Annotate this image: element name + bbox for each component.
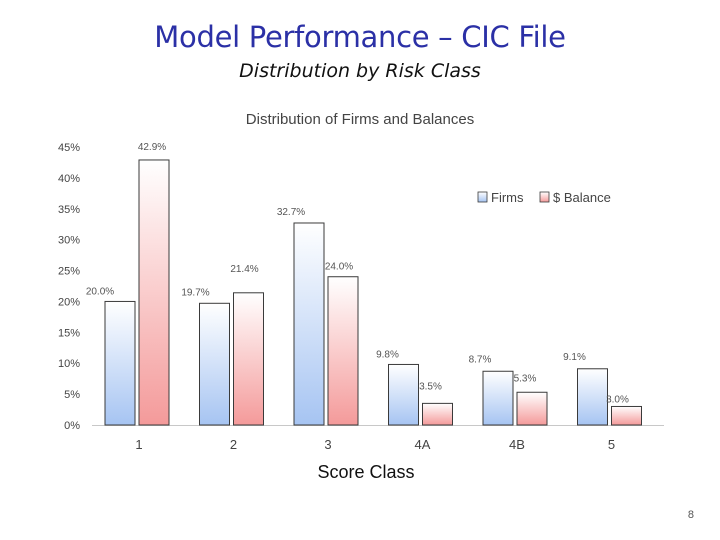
y-tick-label: 40% (58, 173, 80, 185)
bar-firms (293, 222, 325, 426)
data-label: 5.3% (514, 373, 537, 384)
data-label: 3.0% (606, 394, 629, 405)
bar-balance (516, 391, 548, 426)
legend-label: $ Balance (553, 190, 611, 205)
legend-label: Firms (491, 190, 524, 205)
data-label: 8.7% (469, 354, 492, 365)
y-tick-label: 30% (58, 235, 80, 247)
legend: Firms $ Balance (477, 190, 611, 205)
data-label: 20.0% (86, 286, 114, 297)
legend-swatch (539, 191, 550, 203)
bar-balance (611, 405, 642, 426)
page-number: 8 (687, 509, 694, 521)
x-tick-label: 5 (608, 437, 615, 452)
slide-title: Model Performance – CIC File (154, 20, 566, 54)
y-tick-label: 20% (58, 296, 80, 308)
x-tick-label: 2 (230, 437, 237, 452)
x-tick-label: 3 (324, 437, 331, 452)
x-tick-label: 4A (415, 437, 431, 452)
data-label: 42.9% (138, 142, 166, 153)
x-tick-label: 1 (135, 437, 142, 452)
bar-balance (327, 276, 359, 426)
y-tick-label: 25% (58, 266, 80, 278)
bar-balance (233, 292, 264, 426)
data-label: 19.7% (181, 287, 209, 298)
category-labels: 1 2 3 4A 4B 5 (135, 437, 615, 452)
y-tick-label: 5% (64, 389, 80, 401)
x-axis-title: Score Class (317, 462, 414, 482)
y-tick-label: 15% (58, 327, 80, 339)
y-axis: 0% 5% 10% 15% 20% 25% 30% 35% 40% 45% (58, 142, 80, 432)
data-label: 9.8% (376, 349, 399, 360)
bar-firms (104, 300, 136, 426)
y-tick-label: 10% (58, 358, 80, 370)
y-tick-label: 35% (58, 204, 80, 216)
chart-title: Distribution of Firms and Balances (246, 111, 474, 128)
data-label: 32.7% (277, 207, 305, 218)
bar-firms (199, 302, 230, 426)
bars-group: 20.0% 42.9% 19.7% 21.4% 32.7% 24.0% 9.8% 3.5% 8.… (86, 142, 642, 426)
bar-firms (388, 363, 419, 426)
y-tick-label: 45% (58, 142, 80, 154)
x-tick-label: 4B (509, 437, 525, 452)
bar-balance (138, 159, 170, 426)
data-label: 24.0% (325, 262, 353, 273)
data-label: 3.5% (419, 381, 442, 392)
slide-subtitle: Distribution by Risk Class (239, 60, 481, 82)
y-tick-label: 0% (64, 420, 80, 432)
legend-swatch (477, 191, 488, 203)
data-label: 21.4% (230, 264, 258, 275)
bar-balance (422, 402, 453, 426)
bar-firms (577, 368, 608, 426)
data-label: 9.1% (563, 352, 586, 363)
bar-firms (482, 370, 514, 426)
